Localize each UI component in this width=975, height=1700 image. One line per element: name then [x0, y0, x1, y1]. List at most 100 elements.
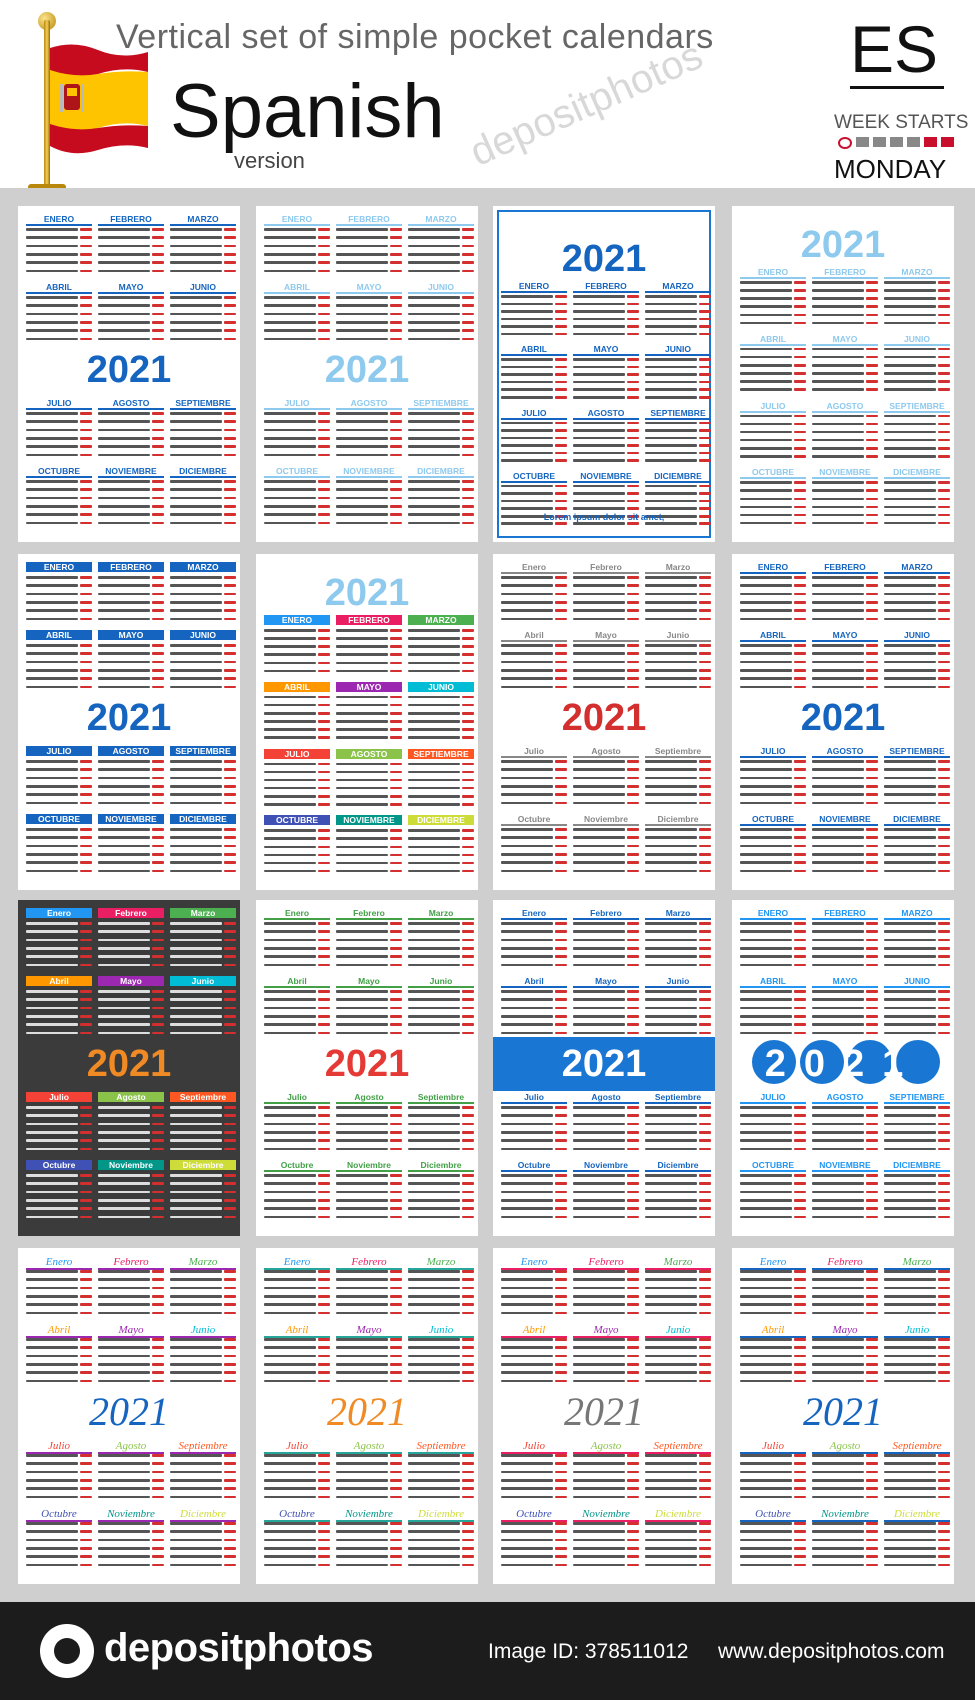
- week-row: [645, 388, 697, 391]
- weekend-days: [699, 1131, 711, 1134]
- week-row: [98, 1522, 150, 1525]
- week-row: [645, 998, 697, 1001]
- weekend-days: [390, 1139, 402, 1142]
- weekend-days: [699, 421, 711, 425]
- month-name: AGOSTO: [336, 748, 402, 759]
- week-row: [170, 1199, 222, 1202]
- weekend-days: [462, 637, 474, 640]
- weekend-days: [699, 776, 711, 780]
- weekend-days: [794, 955, 806, 958]
- week-row: [26, 801, 78, 805]
- week-row: [170, 861, 222, 864]
- weekend-days: [866, 760, 878, 763]
- weekend-days: [627, 373, 639, 376]
- weekend-days: [390, 1346, 402, 1349]
- weekend-days: [390, 990, 402, 993]
- weekend-days: [152, 584, 164, 587]
- weekend-days: [699, 310, 711, 313]
- weekend-days: [866, 1487, 878, 1490]
- week-row: [408, 938, 460, 942]
- week-row: [408, 869, 460, 873]
- year-circles: [752, 1040, 940, 1084]
- year-digit-circle: [896, 1040, 940, 1084]
- weekend-days: [80, 1006, 92, 1010]
- weekend-days: [794, 998, 806, 1001]
- weekend-days: [794, 1479, 806, 1482]
- week-row: [812, 1122, 864, 1126]
- week-row: [645, 1354, 697, 1358]
- week-row: [336, 1295, 388, 1298]
- weekend-days: [555, 998, 567, 1001]
- week-row: [336, 1454, 388, 1457]
- week-row: [26, 236, 78, 239]
- weekend-days: [627, 584, 639, 587]
- week-row: [645, 1338, 697, 1341]
- month-name: Enero: [501, 908, 567, 920]
- week-row: [408, 228, 460, 231]
- week-row: [740, 505, 792, 509]
- weekend-days: [866, 785, 878, 788]
- month-name: Enero: [740, 1256, 806, 1270]
- week-row: [645, 1139, 697, 1142]
- week-row: [812, 347, 864, 351]
- weekend-days: [866, 1530, 878, 1533]
- week-row: [812, 489, 864, 492]
- week-row: [264, 1295, 316, 1298]
- week-row: [408, 1199, 460, 1202]
- weekend-days: [699, 947, 711, 950]
- week-row: [884, 1147, 936, 1151]
- week-row: [170, 1363, 222, 1366]
- month-name: Julio: [740, 1440, 806, 1454]
- weekend-days: [224, 760, 236, 763]
- weekend-days: [152, 1182, 164, 1185]
- week-row: [573, 963, 625, 967]
- weekend-days: [555, 1555, 567, 1558]
- week-row: [645, 644, 697, 647]
- week-row: [573, 507, 625, 510]
- week-row: [645, 947, 697, 950]
- week-row: [501, 1522, 553, 1525]
- week-row: [501, 1286, 553, 1290]
- weekend-days: [318, 1563, 330, 1567]
- weekend-days: [866, 1106, 878, 1109]
- weekend-days: [152, 1530, 164, 1533]
- week-row: [170, 963, 222, 967]
- week-row: [170, 1131, 222, 1134]
- week-row: [501, 998, 553, 1001]
- month-name: Agosto: [98, 1092, 164, 1102]
- weekend-days: [80, 1207, 92, 1210]
- weekend-days: [555, 677, 567, 680]
- weekend-days: [555, 317, 567, 321]
- week-row: [26, 253, 78, 256]
- weekend-days: [938, 922, 950, 925]
- week-row: [884, 1131, 936, 1134]
- week-row: [336, 412, 388, 415]
- week-row: [170, 1031, 222, 1035]
- week-row: [170, 261, 222, 264]
- weekend-days: [627, 652, 639, 655]
- week-row: [98, 844, 150, 848]
- week-row: [408, 428, 460, 432]
- week-row: [501, 836, 553, 839]
- week-row: [26, 488, 78, 491]
- week-row: [573, 388, 625, 391]
- weekend-days: [224, 785, 236, 788]
- week-row: [812, 793, 864, 796]
- month-name: Noviembre: [336, 1160, 402, 1172]
- month-name: Octubre: [26, 1160, 92, 1170]
- week-row: [170, 321, 222, 324]
- week-row: [336, 1207, 388, 1210]
- weekend-days: [462, 795, 474, 798]
- week-row: [170, 1286, 222, 1290]
- week-row: [170, 1215, 222, 1219]
- week-row: [884, 601, 936, 604]
- week-row: [884, 677, 936, 680]
- weekday-marker: [873, 137, 886, 147]
- weekend-days: [462, 428, 474, 432]
- week-row: [264, 236, 316, 239]
- week-row: [264, 312, 316, 316]
- site-url: www.depositphotos.com: [718, 1640, 945, 1663]
- week-row: [573, 1131, 625, 1134]
- week-row: [336, 1338, 388, 1341]
- language-code: ES: [850, 12, 939, 86]
